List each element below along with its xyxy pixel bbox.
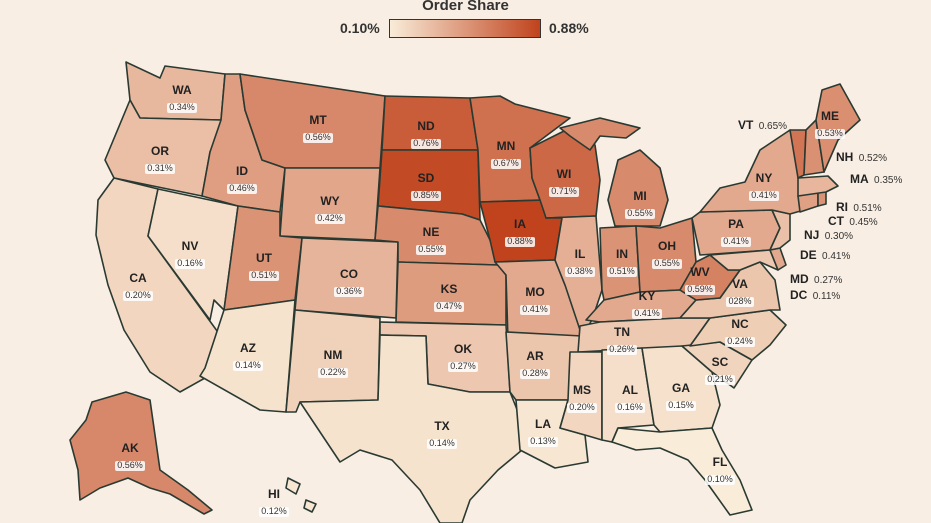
legend-min-label: 0.10% <box>340 20 380 36</box>
state-AZ[interactable] <box>199 299 296 413</box>
label-CA: CA 0.20% <box>123 271 153 302</box>
callout-DE: DE 0.41% <box>800 248 851 262</box>
state-MA[interactable] <box>797 175 839 197</box>
label-MI: MI 0.55% <box>625 189 655 220</box>
label-FL: FL 0.10% <box>705 455 735 486</box>
callout-CT: CT 0.45% <box>828 214 878 228</box>
label-WY: WY 0.42% <box>315 194 345 225</box>
label-AR: AR 0.28% <box>520 349 550 380</box>
label-WV: WV 0.59% <box>685 265 715 296</box>
label-LA: LA 0.13% <box>528 417 558 448</box>
label-IL: IL 0.38% <box>565 247 595 278</box>
label-IN: IN 0.51% <box>607 247 637 278</box>
callout-MD: MD 0.27% <box>790 272 843 286</box>
label-OK: OK 0.27% <box>448 342 478 373</box>
label-NC: NC 0.24% <box>725 317 755 348</box>
legend-max-label: 0.88% <box>549 20 589 36</box>
label-MN: MN 0.67% <box>491 139 521 170</box>
label-WA: WA 0.34% <box>167 83 197 114</box>
label-OH: OH 0.55% <box>652 239 682 270</box>
state-TX[interactable] <box>299 334 523 523</box>
label-IA: IA 0.88% <box>505 217 535 248</box>
callout-DC: DC 0.11% <box>790 288 841 302</box>
label-TX: TX 0.14% <box>427 419 457 450</box>
callout-RI: RI 0.51% <box>836 200 882 214</box>
label-NM: NM 0.22% <box>318 348 348 379</box>
label-CO: CO 0.36% <box>334 267 364 298</box>
state-FL[interactable] <box>611 427 753 516</box>
label-TN: TN 0.26% <box>607 325 637 356</box>
label-AK: AK 0.56% <box>115 441 145 472</box>
label-SD: SD 0.85% <box>411 171 441 202</box>
state-RI[interactable] <box>817 191 827 207</box>
label-UT: UT 0.51% <box>249 251 279 282</box>
label-AZ: AZ 0.14% <box>233 341 263 372</box>
label-HI: HI 0.12% <box>259 487 289 518</box>
state-MI[interactable] <box>607 149 669 227</box>
label-ME: ME 0.53% <box>815 109 845 140</box>
label-PA: PA 0.41% <box>721 217 751 248</box>
legend-gradient-bar <box>389 19 541 38</box>
state-ME[interactable] <box>815 83 861 173</box>
legend-title: Order Share <box>422 0 509 14</box>
label-MT: MT 0.56% <box>303 113 333 144</box>
label-MO: MO 0.41% <box>520 285 550 316</box>
label-GA: GA 0.15% <box>666 381 696 412</box>
label-WI: WI 0.71% <box>549 167 579 198</box>
label-KS: KS 0.47% <box>434 282 464 313</box>
callout-MA: MA 0.35% <box>850 172 903 186</box>
callout-NH: NH 0.52% <box>836 150 888 164</box>
label-AL: AL 0.16% <box>615 383 645 414</box>
label-KY: KY 0.41% <box>632 289 662 320</box>
label-VA: VA 028% <box>726 277 754 308</box>
label-NY: NY 0.41% <box>749 171 779 202</box>
label-MS: MS 0.20% <box>567 383 597 414</box>
label-NV: NV 0.16% <box>175 239 205 270</box>
label-OR: OR 0.31% <box>145 144 175 175</box>
callout-NJ: NJ 0.30% <box>804 228 854 242</box>
label-ID: ID 0.46% <box>227 164 257 195</box>
label-ND: ND 0.76% <box>411 119 441 150</box>
label-NE: NE 0.55% <box>416 225 446 256</box>
label-SC: SC 0.21% <box>705 355 735 386</box>
state-HI[interactable] <box>285 477 317 513</box>
state-AK[interactable] <box>69 391 213 515</box>
callout-VT: VT 0.65% <box>738 118 788 132</box>
state-MI-UP[interactable] <box>559 117 641 151</box>
